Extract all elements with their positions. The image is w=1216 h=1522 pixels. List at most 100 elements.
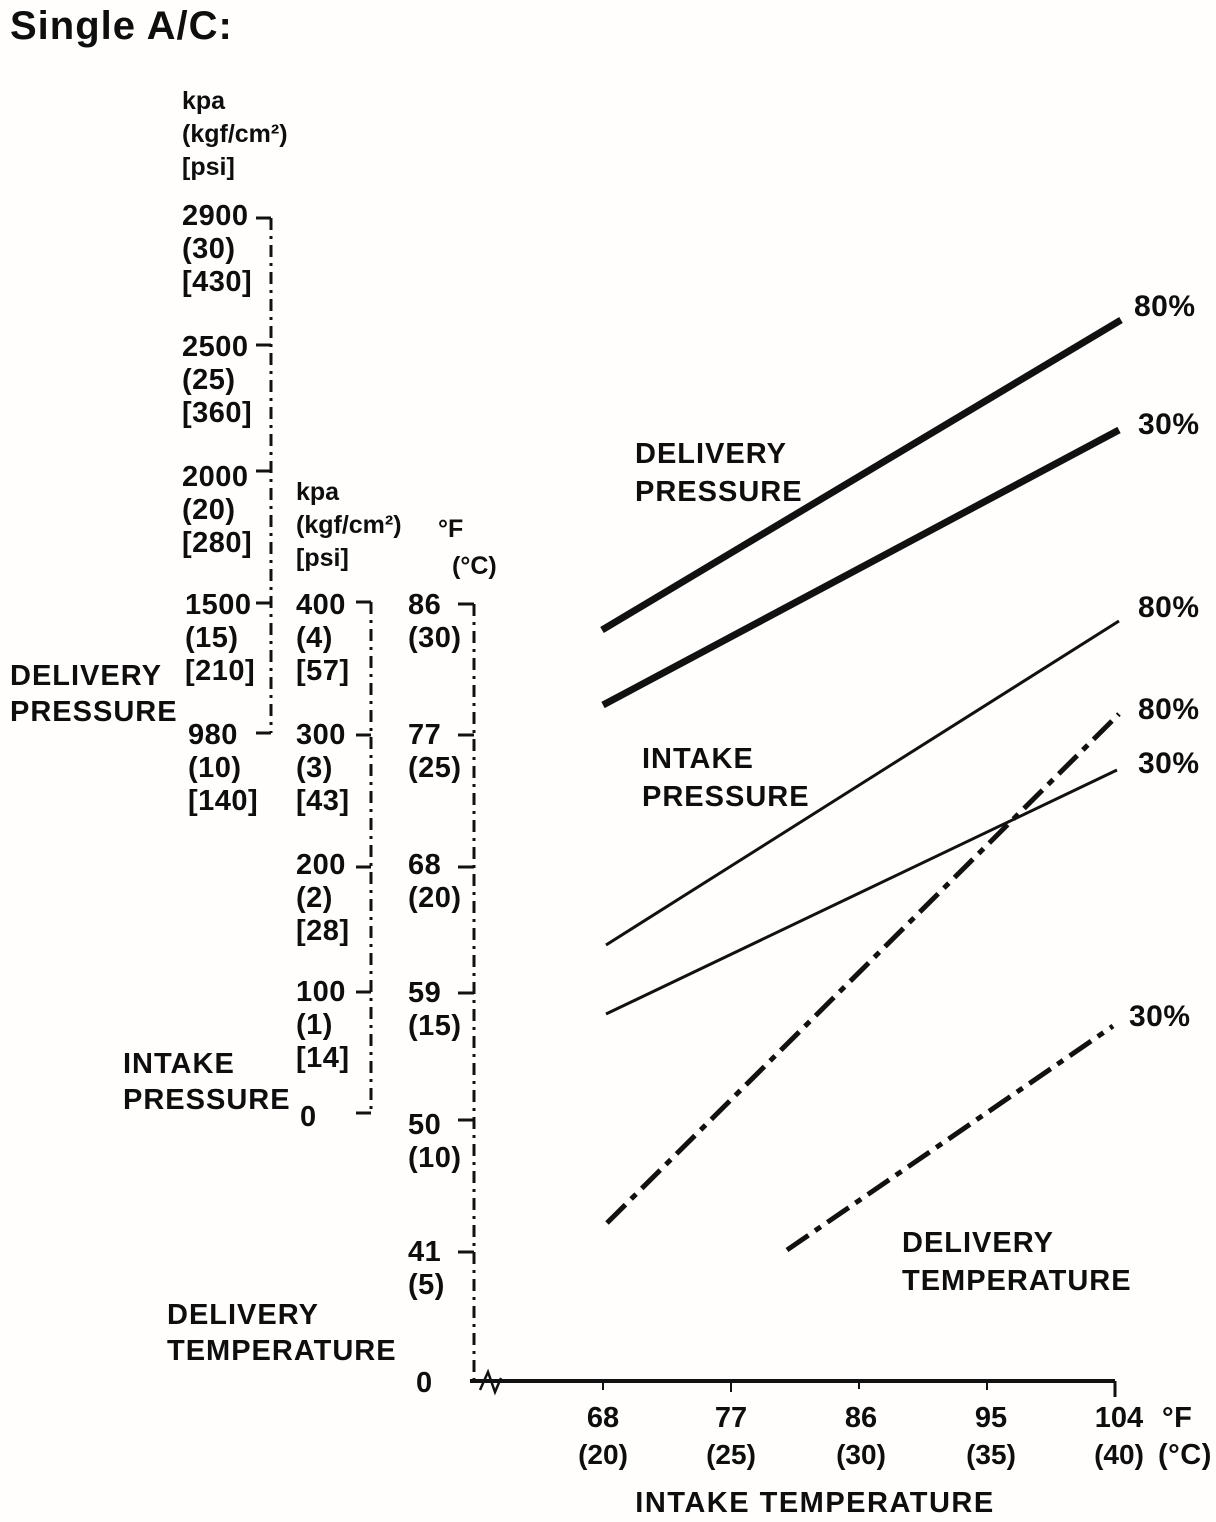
- ip-tick-value: 300: [296, 719, 346, 751]
- x-tick-77-c: (25): [706, 1439, 756, 1470]
- x-tick-68-c: (20): [578, 1439, 628, 1470]
- intake-pressure-axis-label-line2: PRESSURE: [123, 1084, 291, 1116]
- delivery-temperature-30-line: [785, 1023, 1115, 1253]
- temp-tick-f: 68: [408, 849, 442, 881]
- delivery-pressure-axis-label-line2: PRESSURE: [10, 696, 178, 728]
- delivery-pressure-30-line: [601, 426, 1121, 709]
- x-tick-86-c: (30): [836, 1439, 886, 1470]
- delivery-pressure-axis-label: DELIVERY PRESSURE: [10, 658, 178, 730]
- ip-tick-kgf: (3): [296, 752, 333, 784]
- delivery-pressure-axis-label-line1: DELIVERY: [10, 660, 162, 692]
- x-tick-104-c: (40): [1094, 1439, 1144, 1470]
- x-axis-unit-f: °F: [1162, 1402, 1193, 1434]
- temp-tick-c: (20): [408, 882, 462, 914]
- temp-unit-f: °F: [438, 515, 464, 543]
- x-tick-95-c: (35): [966, 1439, 1016, 1470]
- intake-pressure-80pct-label: 80%: [1138, 591, 1200, 624]
- dp-tick-kgf: (25): [182, 364, 236, 396]
- ip-unit-kgfcm2: (kgf/cm²): [296, 511, 402, 539]
- delivery-temperature-series-label-line2: TEMPERATURE: [902, 1265, 1132, 1297]
- x-axis-ticks: [602, 1381, 988, 1392]
- dp-tick-psi: [360]: [182, 397, 253, 429]
- dp-tick-value: 2000: [182, 461, 249, 493]
- page-title: Single A/C:: [10, 4, 233, 48]
- temp-tick-c: (30): [408, 622, 462, 654]
- dp-tick-980: 980 (10) [140]: [188, 719, 258, 818]
- x-tick-95: 95: [974, 1402, 1008, 1434]
- x-tick-68: 68: [586, 1402, 620, 1434]
- delivery-temperature-axis-label: DELIVERY TEMPERATURE: [167, 1297, 397, 1369]
- ip-unit-psi: [psi]: [296, 544, 349, 572]
- x-axis-break-mark: [478, 1368, 503, 1396]
- ip-tick-300: 300 (3) [43]: [296, 719, 350, 818]
- delivery-pressure-80pct-label: 80%: [1134, 290, 1196, 323]
- dp-tick-value: 2900: [182, 200, 249, 232]
- x-tick-104: 104: [1094, 1402, 1144, 1434]
- dp-tick-kgf: (30): [182, 233, 236, 265]
- delivery-pressure-80-line: [600, 316, 1123, 634]
- temp-tick-68: 68 (20): [408, 849, 462, 915]
- delivery-temperature-series-label: DELIVERY TEMPERATURE: [902, 1224, 1132, 1300]
- delivery-temperature-series-label-line1: DELIVERY: [902, 1227, 1054, 1259]
- dp-tick-2000: 2000 (20) [280]: [182, 461, 252, 560]
- temp-tick-c: (10): [408, 1142, 462, 1174]
- temperature-axis-ticks: [458, 602, 474, 1254]
- ip-tick-value: 400: [296, 589, 346, 621]
- intake-pressure-axis-ticks: [356, 600, 371, 1115]
- temp-tick-86: 86 (30): [408, 589, 462, 655]
- delivery-pressure-axis-ticks: [256, 216, 271, 735]
- x-tick-86: 86: [844, 1402, 878, 1434]
- temp-tick-50: 50 (10): [408, 1109, 462, 1175]
- dp-unit-kpa: kpa: [182, 87, 226, 115]
- delivery-temperature-axis-label-line2: TEMPERATURE: [167, 1335, 397, 1367]
- intake-pressure-axis-label-line1: INTAKE: [123, 1048, 235, 1080]
- dp-tick-psi: [140]: [188, 785, 259, 817]
- dp-unit-psi: [psi]: [182, 153, 235, 181]
- dp-tick-kgf: (20): [182, 494, 236, 526]
- temp-tick-f: 77: [408, 719, 442, 751]
- intake-pressure-80-line: [605, 619, 1120, 947]
- ip-tick-psi: [14]: [296, 1042, 350, 1074]
- ip-tick-0: 0: [300, 1101, 317, 1133]
- dp-tick-value: 2500: [182, 331, 249, 363]
- ip-tick-value: 100: [296, 976, 346, 1008]
- x-axis-title: INTAKE TEMPERATURE: [635, 1487, 995, 1519]
- dp-tick-1500: 1500 (15) [210]: [185, 589, 255, 688]
- delivery-temperature-axis-label-line1: DELIVERY: [167, 1299, 319, 1331]
- ip-tick-200: 200 (2) [28]: [296, 849, 350, 948]
- ip-tick-kgf: (1): [296, 1009, 333, 1041]
- dp-tick-kgf: (10): [188, 752, 242, 784]
- x-tick-77: 77: [714, 1402, 748, 1434]
- ip-tick-psi: [57]: [296, 655, 350, 687]
- ip-tick-psi: [28]: [296, 915, 350, 947]
- dp-tick-psi: [210]: [185, 655, 256, 687]
- ip-tick-value: 200: [296, 849, 346, 881]
- delivery-pressure-series-label-line1: DELIVERY: [635, 438, 787, 470]
- temp-tick-c: (5): [408, 1269, 445, 1301]
- temp-tick-f: 50: [408, 1109, 442, 1141]
- dp-tick-psi: [280]: [182, 527, 253, 559]
- delivery-temperature-80pct-label: 80%: [1138, 693, 1200, 726]
- temp-tick-41: 41 (5): [408, 1236, 445, 1302]
- temp-tick-f: 41: [408, 1236, 442, 1268]
- temp-unit-c: (°C): [452, 552, 497, 580]
- intake-pressure-series-label-line2: PRESSURE: [642, 781, 810, 813]
- dp-scale-units: kpa (kgf/cm²) [psi]: [182, 85, 288, 184]
- delivery-pressure-30pct-label: 30%: [1138, 408, 1200, 441]
- ip-tick-psi: [43]: [296, 785, 350, 817]
- intake-pressure-30-line: [605, 768, 1118, 1016]
- dp-unit-kgfcm2: (kgf/cm²): [182, 120, 288, 148]
- delivery-pressure-series-label: DELIVERY PRESSURE: [635, 435, 803, 511]
- ip-scale-units: kpa (kgf/cm²) [psi]: [296, 476, 402, 575]
- dp-tick-kgf: (15): [185, 622, 239, 654]
- delivery-temperature-80-line: [605, 712, 1121, 1225]
- dp-tick-2900: 2900 (30) [430]: [182, 200, 252, 299]
- dp-tick-psi: [430]: [182, 266, 253, 298]
- dp-tick-value: 980: [188, 719, 238, 751]
- temp-tick-c: (25): [408, 752, 462, 784]
- intake-pressure-30pct-label: 30%: [1138, 747, 1200, 780]
- ip-tick-kgf: (4): [296, 622, 333, 654]
- ip-tick-kgf: (2): [296, 882, 333, 914]
